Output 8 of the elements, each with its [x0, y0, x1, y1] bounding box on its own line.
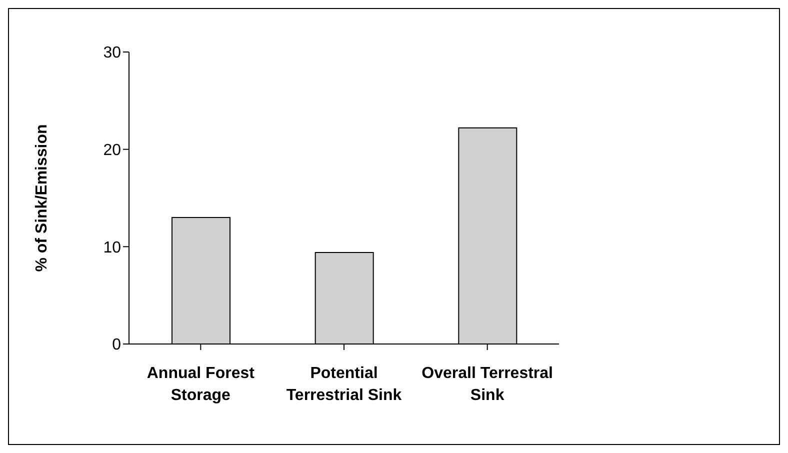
y-tick-label: 30 [103, 44, 122, 62]
x-tick-label: Annual Forest Storage [146, 365, 256, 404]
x-tick-label: Potential Terrestrial Sink [286, 365, 402, 404]
y-axis-title: % of Sink/Emission [34, 124, 51, 272]
y-tick-label: 20 [103, 142, 122, 160]
x-tick-label: Overall Terrestral Sink [422, 365, 554, 404]
y-tick-label: 0 [112, 336, 122, 354]
y-tick-label: 10 [103, 239, 122, 256]
